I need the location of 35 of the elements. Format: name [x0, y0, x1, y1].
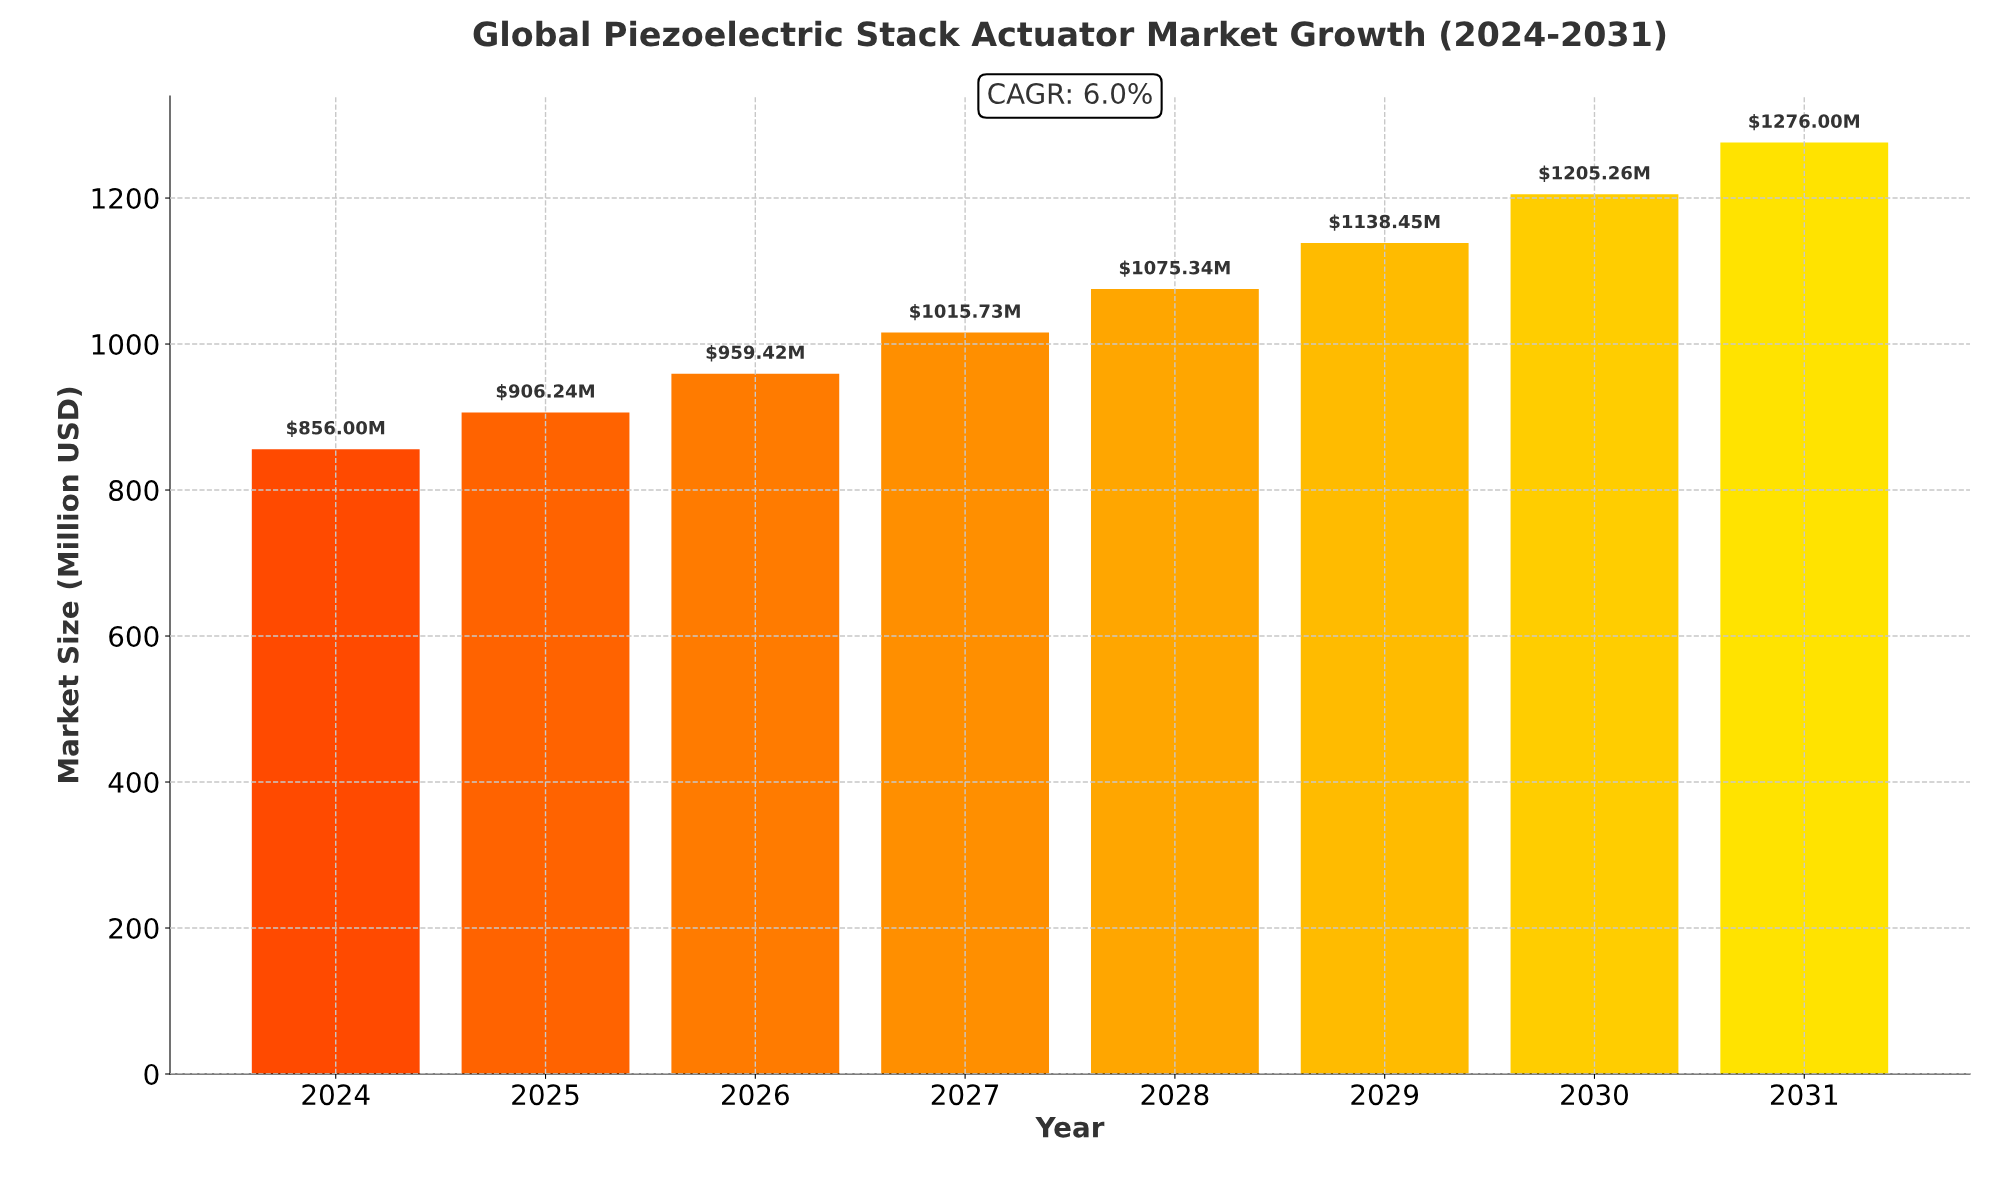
data-label: $959.42M — [706, 345, 804, 362]
x-tick-label: 2029 — [1351, 1084, 1419, 1106]
y-tick-label: 200 — [109, 917, 159, 939]
bar — [881, 332, 1050, 1074]
bar — [1720, 142, 1889, 1074]
bar — [251, 449, 420, 1074]
x-tick-label: 2031 — [1770, 1084, 1838, 1106]
data-label: $1138.45M — [1329, 214, 1440, 231]
y-axis-title: Market Size (Million USD) — [57, 387, 82, 782]
x-tick-label: 2024 — [302, 1084, 370, 1106]
bar — [1090, 289, 1259, 1074]
bar — [1300, 242, 1469, 1074]
y-tick-label: 0 — [144, 1063, 159, 1085]
x-axis-title: Year — [1035, 1117, 1105, 1138]
data-label: $1276.00M — [1749, 113, 1859, 131]
data-label: $1205.26M — [1539, 165, 1650, 182]
x-tick-label: 2027 — [931, 1084, 999, 1106]
chart-title: Global Piezoelectric Stack Actuator Market Growth (2024-2031) — [473, 20, 1666, 51]
data-label: $856.00M — [287, 420, 385, 437]
x-tick-label: 2028 — [1141, 1084, 1209, 1106]
data-label: $906.24M — [496, 383, 594, 401]
bar — [671, 373, 840, 1074]
data-label: $1015.73M — [910, 303, 1020, 321]
y-tick-label: 800 — [109, 479, 159, 501]
annotation: CAGR: 6.0% — [988, 83, 1152, 105]
y-tick-label: 1000 — [92, 333, 159, 355]
y-tick-label: 600 — [109, 625, 159, 647]
bar — [1510, 194, 1679, 1074]
data-label: $1075.34M — [1119, 260, 1230, 277]
x-tick-label: 2030 — [1561, 1084, 1628, 1106]
y-tick-label: 1200 — [92, 187, 159, 209]
y-tick-label: 400 — [108, 771, 159, 793]
x-tick-label: 2025 — [512, 1084, 579, 1106]
bar — [461, 412, 630, 1074]
x-tick-label: 2026 — [722, 1084, 789, 1106]
